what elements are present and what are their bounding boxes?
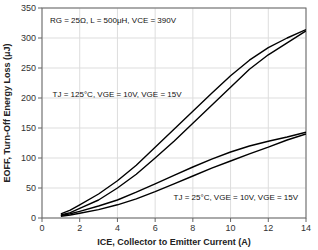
tick-label: 100 [21, 153, 36, 163]
tick-label: 12 [263, 223, 273, 233]
line [61, 30, 306, 214]
tick-label: 10 [226, 223, 236, 233]
axes: 0 2 4 6 8 10 12 14 0 50 100 150 200 250 300 350 [21, 3, 311, 233]
tick-label: 350 [21, 3, 36, 13]
grid [42, 8, 306, 218]
tick-label: 14 [301, 223, 311, 233]
grid-line [79, 8, 80, 218]
tick-label: 2 [77, 223, 82, 233]
tick-label: 8 [190, 223, 195, 233]
lines [61, 30, 306, 217]
tick-mark [38, 218, 42, 219]
tick-mark [38, 8, 42, 9]
grid-line [42, 158, 306, 159]
y-axis-label: EOFF, Turn-Off Energy Loss (μJ) [2, 44, 12, 183]
tick-label: 4 [115, 223, 120, 233]
grid-line [268, 8, 269, 218]
tick-mark [38, 68, 42, 69]
tick-mark [268, 218, 269, 222]
tick-label: 250 [21, 63, 36, 73]
line [61, 134, 306, 216]
tick-label: 50 [26, 183, 36, 193]
tick-mark [38, 158, 42, 159]
tick-mark [38, 98, 42, 99]
annotation: RG = 25Ω, L = 500μH, VCE = 390V [50, 16, 177, 25]
tick-mark [79, 218, 80, 222]
tick-mark [306, 218, 307, 222]
annotations: RG = 25Ω, L = 500μH, VCE = 390V TJ = 125°… [50, 16, 299, 201]
line [61, 132, 306, 215]
tick-mark [38, 188, 42, 189]
chart: 0 2 4 6 8 10 12 14 0 50 100 150 200 250 300 350 ICE, Col… [0, 0, 318, 250]
grid-line [117, 8, 118, 218]
x-axis-label: ICE, Collector to Emitter Current (A) [97, 237, 251, 247]
tick-mark [38, 128, 42, 129]
tick-mark [230, 218, 231, 222]
grid-line [192, 8, 193, 218]
grid-line [230, 8, 231, 218]
tick-label: 0 [31, 213, 36, 223]
tick-mark [192, 218, 193, 222]
plot-frame [42, 8, 306, 218]
grid-line [42, 38, 306, 39]
tick-label: 300 [21, 33, 36, 43]
annotation: TJ = 125°C, VGE = 10V, VGE = 15V [53, 90, 183, 99]
grid-line [42, 68, 306, 69]
tick-mark [117, 218, 118, 222]
tick-label: 150 [21, 123, 36, 133]
line [61, 31, 306, 215]
tick-label: 200 [21, 93, 36, 103]
tick-mark [42, 218, 43, 222]
tick-mark [155, 218, 156, 222]
grid-line [155, 8, 156, 218]
grid-line [42, 188, 306, 189]
annotation: TJ = 25°C, VGE = 10V, VGE = 15V [174, 193, 299, 202]
tick-label: 0 [39, 223, 44, 233]
tick-mark [38, 38, 42, 39]
tick-label: 6 [153, 223, 158, 233]
